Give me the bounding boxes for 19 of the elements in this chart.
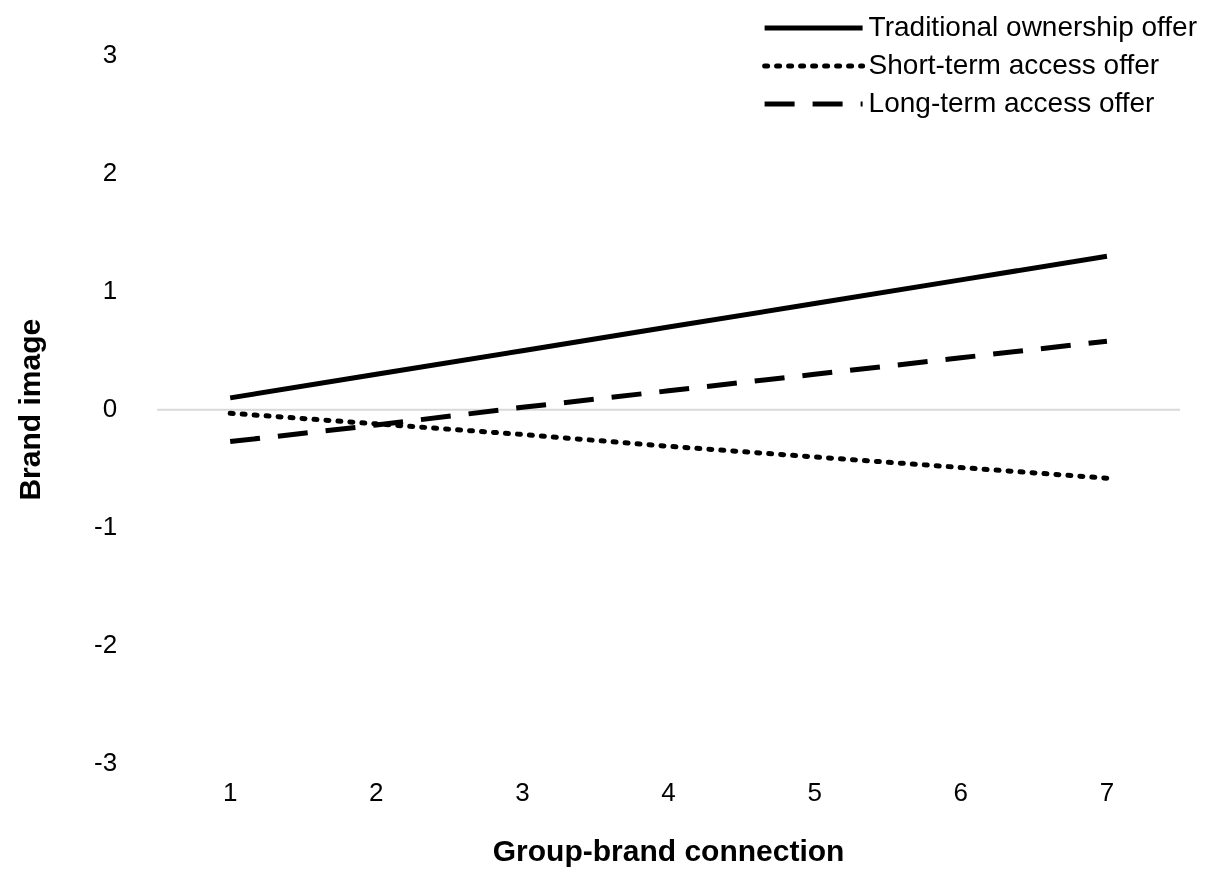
x-axis-title: Group-brand connection bbox=[492, 834, 845, 868]
y-tick-label: 2 bbox=[102, 156, 118, 187]
y-axis-title: Brand image bbox=[13, 318, 47, 501]
x-tick-label: 7 bbox=[1099, 776, 1115, 807]
x-tick-label: 3 bbox=[515, 776, 530, 807]
x-tick-label: 5 bbox=[807, 776, 822, 807]
legend-label: Short-term access offer bbox=[868, 48, 1160, 80]
x-tick-label: 6 bbox=[953, 776, 969, 807]
y-tick-label: 0 bbox=[102, 392, 118, 423]
y-tick-label: -3 bbox=[93, 746, 118, 777]
x-tick-label: 1 bbox=[222, 776, 238, 807]
y-tick-label: 1 bbox=[102, 274, 118, 305]
x-tick-label: 4 bbox=[661, 776, 676, 807]
x-tick-label: 2 bbox=[369, 776, 384, 807]
legend-label: Long-term access offer bbox=[868, 86, 1155, 118]
y-tick-label: -1 bbox=[93, 510, 118, 541]
y-tick-label: -2 bbox=[93, 628, 118, 659]
y-tick-label: 3 bbox=[102, 38, 118, 69]
legend-label: Traditional ownership offer bbox=[868, 10, 1198, 42]
